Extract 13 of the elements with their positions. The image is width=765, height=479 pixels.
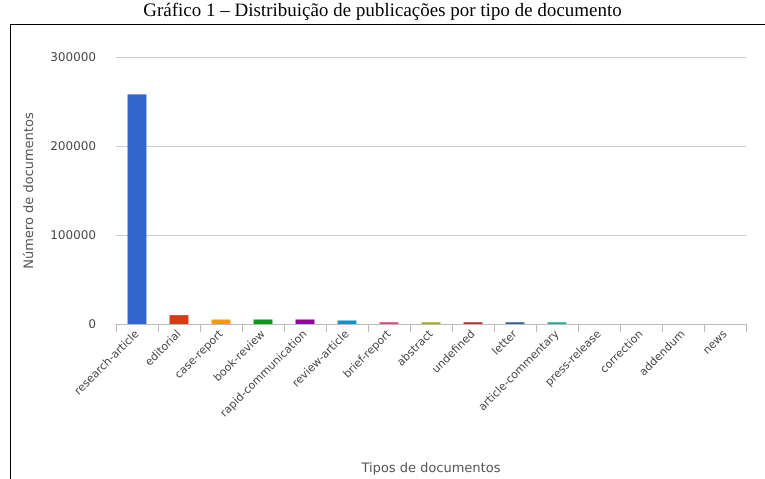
y-axis-title: Número de documentos xyxy=(22,112,37,269)
bar xyxy=(212,320,230,324)
bar xyxy=(254,320,272,324)
y-tick-label: 100000 xyxy=(50,228,96,242)
y-tick-label: 0 xyxy=(88,317,96,331)
chart-title: Gráfico 1 – Distribuição de publicações por tipo de documento xyxy=(142,0,623,22)
y-tick-label: 300000 xyxy=(50,50,96,64)
bar xyxy=(128,94,146,324)
x-axis-title: Tipos de documentos xyxy=(360,461,501,476)
bar xyxy=(170,315,188,324)
bar xyxy=(338,320,356,324)
y-tick-label: 200000 xyxy=(50,139,96,153)
bar xyxy=(296,320,314,324)
